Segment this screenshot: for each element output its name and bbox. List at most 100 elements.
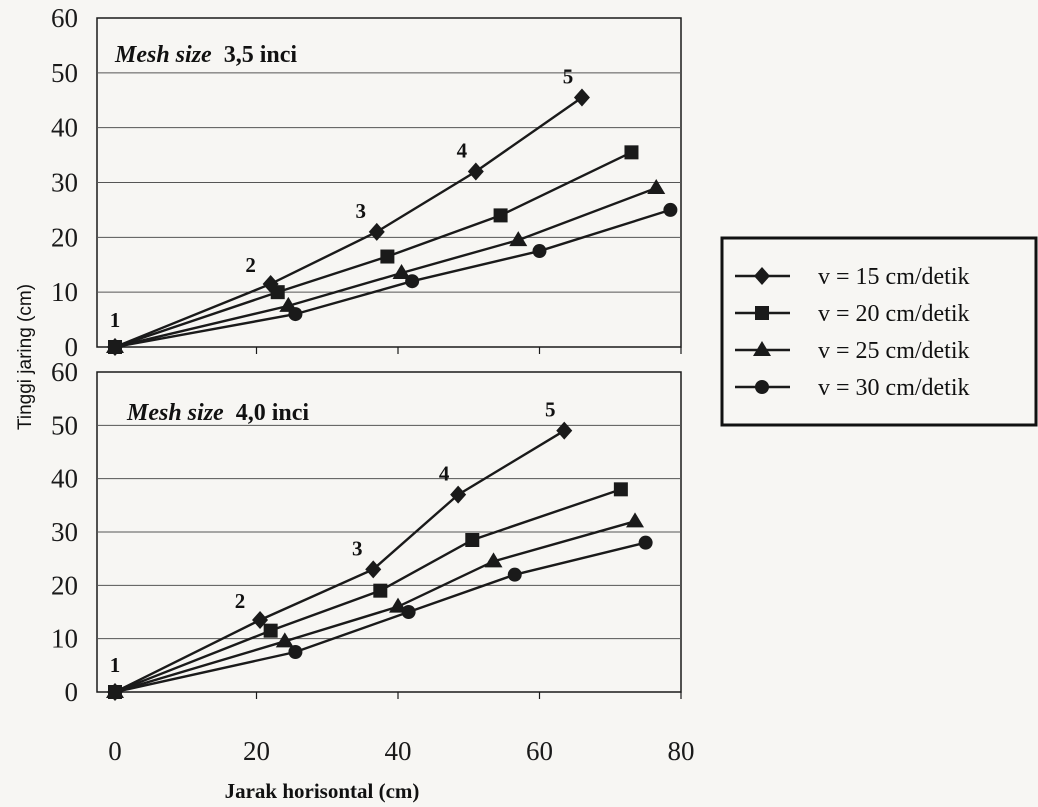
- legend-marker: [755, 380, 769, 394]
- legend-label: v = 25 cm/detik: [818, 338, 970, 364]
- point-annotation: 2: [235, 589, 246, 613]
- x-tick-label: 40: [385, 736, 412, 766]
- data-point: [484, 552, 503, 568]
- data-point: [465, 533, 480, 547]
- y-tick-label: 20: [51, 570, 78, 600]
- data-point: [405, 274, 420, 289]
- y-tick-label: 30: [51, 168, 78, 198]
- series-line: [114, 151, 632, 349]
- data-point: [270, 285, 285, 300]
- legend-item: v = 25 cm/detik: [735, 338, 970, 364]
- point-annotation: 3: [352, 536, 363, 560]
- data-point: [275, 632, 294, 648]
- data-point: [532, 244, 547, 259]
- data-point: [647, 178, 666, 194]
- point-annotation: 1: [110, 308, 121, 332]
- y-tick-label: 10: [51, 624, 78, 654]
- panel-title-bottom-italic: Mesh size: [126, 400, 224, 426]
- data-point: [288, 645, 303, 659]
- data-point: [573, 88, 590, 107]
- point-annotation: 5: [545, 398, 556, 422]
- x-axis-title: Jarak horisontal (cm): [225, 779, 420, 803]
- y-tick-label: 30: [51, 517, 78, 547]
- annotations-bottom: 1 2 3 4 5: [110, 398, 556, 677]
- annotations-top: 1 2 3 4 5: [110, 65, 573, 332]
- y-tick-label: 10: [51, 277, 78, 307]
- data-point: [263, 623, 278, 638]
- data-point: [507, 567, 522, 582]
- chart-panel-bottom: 0 10 20 30 40 50 60 0 20 40 60 80 1 2 3 4 5 Mesh size …: [51, 357, 695, 766]
- data-point: [613, 482, 628, 497]
- series-line: [114, 488, 622, 694]
- y-tick-labels-top: 0 10 20 30 40 50 60: [51, 3, 78, 362]
- point-annotation: 2: [245, 253, 256, 277]
- point-annotation: 4: [457, 139, 468, 163]
- data-point: [467, 162, 484, 181]
- data-point: [288, 307, 303, 322]
- legend-label: v = 15 cm/detik: [818, 264, 970, 290]
- point-annotation: 4: [439, 462, 450, 486]
- y-tick-label: 60: [51, 357, 78, 387]
- y-tick-label: 20: [51, 222, 78, 252]
- legend-item: v = 20 cm/detik: [735, 301, 970, 327]
- legend-item: v = 30 cm/detik: [735, 375, 970, 401]
- legend-items: v = 15 cm/detik v = 20 cm/detik v = 25 cm/…: [735, 264, 970, 401]
- data-point: [556, 421, 573, 440]
- y-tick-label: 60: [51, 3, 78, 33]
- legend-label: v = 30 cm/detik: [818, 375, 970, 401]
- data-point: [108, 340, 122, 354]
- x-tick-label: 60: [526, 736, 553, 766]
- series-group-top: [106, 88, 678, 356]
- y-tick-label: 40: [51, 113, 78, 143]
- panel-title-top: Mesh size 3,5 inci: [114, 42, 297, 68]
- data-point: [108, 685, 122, 699]
- data-point: [450, 485, 467, 504]
- data-point: [638, 535, 653, 550]
- y-tick-label: 50: [51, 410, 78, 440]
- series-group-bottom: [106, 421, 653, 701]
- x-tick-label: 80: [668, 736, 695, 766]
- series-line: [114, 186, 657, 349]
- panel-title-top-rest: 3,5 inci: [224, 42, 298, 68]
- legend: v = 15 cm/detik v = 20 cm/detik v = 25 cm/…: [720, 236, 1038, 427]
- y-tick-label: 50: [51, 58, 78, 88]
- chart-panel-top: 0 10 20 30 40 50 60 1 2 3 4 5 Mesh size 3,5 inci: [51, 3, 682, 362]
- point-annotation: 1: [110, 653, 121, 677]
- x-tick-marks-top: [114, 347, 682, 354]
- legend-item: v = 15 cm/detik: [735, 264, 970, 290]
- data-point: [365, 560, 382, 579]
- point-annotation: 3: [356, 199, 367, 223]
- legend-marker: [753, 341, 771, 356]
- x-tick-labels-bottom: 0 20 40 60 80: [108, 692, 695, 766]
- legend-marker: [754, 267, 770, 285]
- legend-label: v = 20 cm/detik: [818, 301, 970, 327]
- data-point: [624, 145, 639, 160]
- panel-title-bottom-rest: 4,0 inci: [236, 400, 310, 426]
- data-point: [392, 263, 411, 279]
- series-line: [114, 520, 636, 694]
- data-point: [373, 583, 388, 598]
- data-point: [493, 208, 508, 223]
- y-tick-label: 0: [65, 332, 79, 362]
- point-annotation: 5: [563, 65, 574, 89]
- data-point: [368, 222, 385, 241]
- y-tick-labels-bottom: 0 10 20 30 40 50 60: [51, 357, 78, 707]
- y-tick-label: 40: [51, 464, 78, 494]
- series-line: [114, 96, 583, 349]
- gridlines-bottom: [97, 424, 681, 640]
- x-tick-label: 20: [243, 736, 270, 766]
- panel-title-top-italic: Mesh size: [114, 42, 212, 68]
- legend-box: [720, 236, 1038, 427]
- panel-title-bottom: Mesh size 4,0 inci: [126, 400, 309, 426]
- data-point: [626, 512, 645, 528]
- data-point: [509, 231, 528, 247]
- series-line: [114, 541, 646, 694]
- y-axis-title: Tinggi jaring (cm): [15, 284, 36, 430]
- legend-marker: [755, 306, 769, 320]
- data-point: [663, 202, 678, 217]
- x-tick-label: 0: [108, 736, 122, 766]
- data-point: [380, 249, 395, 264]
- y-tick-label: 0: [65, 677, 79, 707]
- data-point: [401, 605, 416, 619]
